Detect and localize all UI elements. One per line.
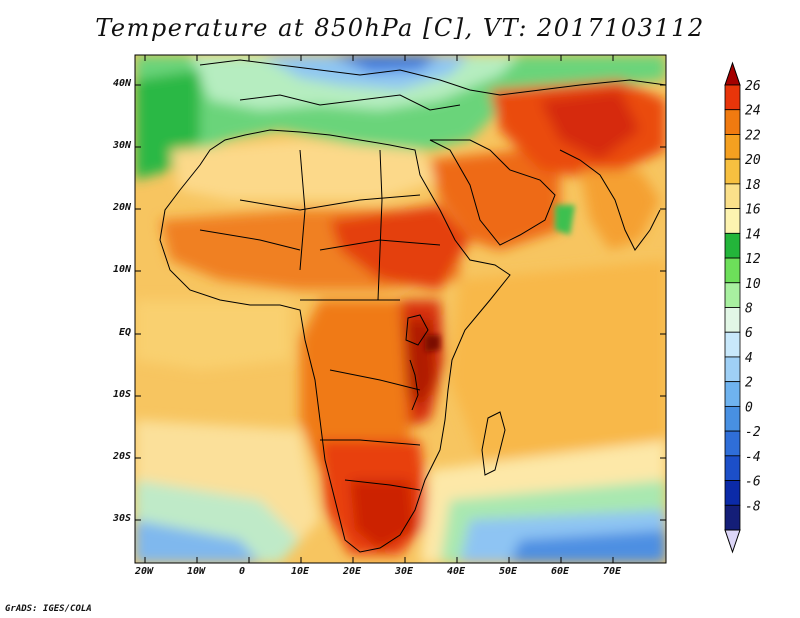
colorbar-label: 18 bbox=[745, 178, 761, 193]
colorbar-swatch bbox=[724, 208, 741, 234]
colorbar-swatch bbox=[724, 331, 741, 358]
y-tick-label: 10S bbox=[112, 389, 131, 400]
colorbar-label: -6 bbox=[745, 475, 761, 490]
colorbar-swatch bbox=[724, 183, 741, 210]
x-tick-label: 50E bbox=[499, 566, 518, 577]
x-tick-label: 40E bbox=[447, 566, 466, 577]
colorbar-label: 24 bbox=[745, 104, 761, 119]
colorbar-swatch bbox=[724, 381, 741, 407]
colorbar-label: 4 bbox=[745, 351, 753, 366]
y-tick-label: 40N bbox=[112, 78, 131, 89]
x-tick-label: 10W bbox=[187, 566, 206, 577]
y-tick-label: 20N bbox=[112, 202, 131, 213]
colorbar-swatch bbox=[724, 282, 741, 308]
x-tick-label: 60E bbox=[551, 566, 570, 577]
x-tick-label: 70E bbox=[603, 566, 622, 577]
colorbar-swatch bbox=[724, 504, 741, 531]
y-tick-label: EQ bbox=[118, 327, 131, 338]
colorbar-label: 0 bbox=[745, 400, 753, 415]
y-tick-label: 10N bbox=[112, 264, 131, 275]
colorbar-swatch bbox=[724, 430, 741, 457]
x-tick-label: 30E bbox=[395, 566, 414, 577]
x-tick-label: 0 bbox=[239, 566, 246, 577]
colorbar-swatch bbox=[724, 109, 741, 135]
temperature-field bbox=[135, 55, 666, 563]
colorbar-swatch bbox=[724, 257, 741, 284]
x-tick-label: 20E bbox=[343, 566, 362, 577]
colorbar-label: 16 bbox=[745, 203, 761, 218]
credit-text: GrADS: IGES/COLA bbox=[5, 604, 92, 614]
colorbar-label: 6 bbox=[745, 326, 753, 341]
colorbar-label: 22 bbox=[745, 128, 761, 143]
map-frame bbox=[134, 54, 667, 564]
colorbar-label: 26 bbox=[745, 79, 761, 94]
colorbar-swatch bbox=[724, 158, 741, 185]
y-tick-label: 30S bbox=[112, 513, 131, 524]
colorbar-label: -8 bbox=[745, 499, 761, 514]
colorbar-label: 8 bbox=[745, 302, 753, 317]
colorbar-label: 12 bbox=[745, 252, 761, 267]
colorbar-swatch bbox=[724, 232, 741, 259]
colorbar-swatch bbox=[724, 405, 741, 432]
colorbar-label: 14 bbox=[745, 227, 761, 242]
colorbar-swatch bbox=[724, 307, 741, 333]
colorbar-label: 20 bbox=[745, 153, 761, 168]
colorbar-label: 10 bbox=[745, 277, 761, 292]
colorbar-swatch bbox=[724, 84, 741, 111]
colorbar-top-triangle bbox=[724, 61, 741, 86]
colorbar-swatch bbox=[724, 356, 741, 383]
axis-ticks bbox=[135, 55, 666, 563]
x-tick-label: 20W bbox=[135, 566, 154, 577]
colorbar-swatch bbox=[724, 455, 741, 481]
y-tick-label: 30N bbox=[112, 140, 131, 151]
colorbar-label: -2 bbox=[745, 425, 761, 440]
colorbar-swatch bbox=[724, 480, 741, 506]
colorbar-swatch bbox=[724, 134, 741, 160]
colorbar-label: -4 bbox=[745, 450, 761, 465]
x-tick-label: 10E bbox=[291, 566, 310, 577]
y-tick-label: 20S bbox=[112, 451, 131, 462]
map-title: Temperature at 850hPa [C], VT: 201710311… bbox=[95, 14, 705, 42]
colorbar-bottom-triangle bbox=[724, 529, 741, 554]
coastlines bbox=[159, 59, 666, 553]
colorbar-label: 2 bbox=[745, 376, 753, 391]
